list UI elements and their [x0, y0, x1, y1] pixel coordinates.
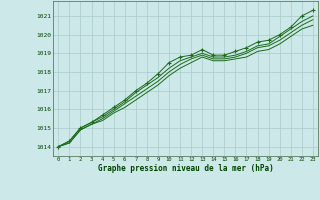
- X-axis label: Graphe pression niveau de la mer (hPa): Graphe pression niveau de la mer (hPa): [98, 164, 274, 173]
